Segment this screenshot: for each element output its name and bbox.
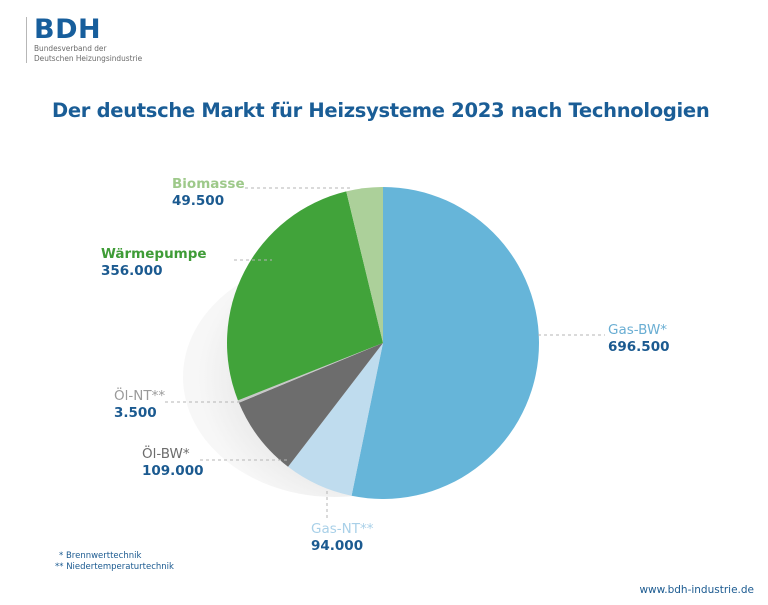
pie-slice-gas-nt [288,343,383,496]
label-biomasse-name: Biomasse [172,176,245,192]
website-link[interactable]: www.bdh-industrie.de [639,584,754,596]
logo-line-1: Bundesverband der [34,43,107,53]
label-waermepumpe-value: 356.000 [101,263,163,279]
footnote-niedertemperatur: ** Niedertemperaturtechnik [55,562,174,572]
pie-slice-wärmepumpe [227,191,383,401]
label-oel-bw-name: Öl-BW* [142,446,190,462]
pie-slices [227,187,540,499]
label-biomasse: Biomasse 49.500 [172,176,245,210]
label-biomasse-value: 49.500 [172,193,225,209]
footnotes: * Brennwerttechnik ** Niedertemperaturte… [55,551,174,573]
footnote-brennwert: * Brennwerttechnik [59,551,142,561]
label-waermepumpe-name: Wärmepumpe [101,246,207,262]
pie-slice-gas-bw [351,187,540,499]
label-oel-nt: Öl-NT** 3.500 [114,388,165,422]
pie-slice-öl-nt [237,343,383,403]
label-oel-bw-value: 109.000 [142,463,204,479]
bdh-logo: BDH Bundesverband der Deutschen Heizungs… [26,14,143,63]
label-oel-nt-name: Öl-NT** [114,388,166,404]
chart-title: Der deutsche Markt für Heizsysteme 2023 … [52,99,710,122]
pie-slice-biomasse [346,187,383,343]
label-oel-bw: Öl-BW* 109.000 [142,446,204,480]
label-gas-nt: Gas-NT** 94.000 [311,521,373,555]
label-gas-bw: Gas-BW* 696.500 [608,322,670,356]
logo-mark: BDH [34,14,102,45]
label-gas-bw-value: 696.500 [608,339,670,355]
leader-lines [165,187,605,520]
label-gas-nt-name: Gas-NT** [311,521,374,537]
logo-line-2: Deutschen Heizungsindustrie [34,53,143,63]
pie-slice-öl-bw [238,343,383,467]
label-gas-bw-name: Gas-BW* [608,322,668,338]
label-gas-nt-value: 94.000 [311,538,364,554]
label-oel-nt-value: 3.500 [114,405,157,421]
label-waermepumpe: Wärmepumpe 356.000 [101,246,207,280]
